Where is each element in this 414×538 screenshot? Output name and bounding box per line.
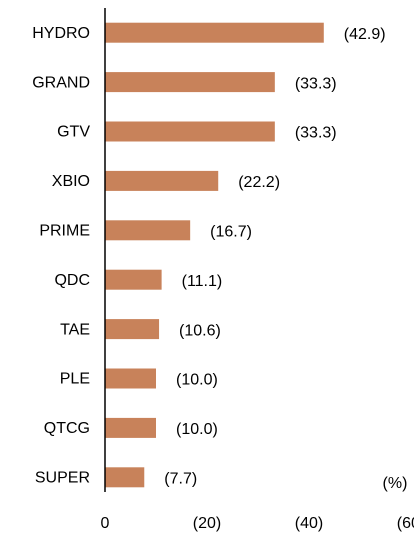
x-axis-label: (%) xyxy=(383,475,408,492)
bar xyxy=(105,417,156,438)
x-tick-label: (20) xyxy=(193,515,221,532)
value-label: (7.7) xyxy=(164,471,197,488)
value-label: (10.6) xyxy=(179,322,221,339)
value-label: (22.2) xyxy=(238,174,280,191)
y-tick-label: TAE xyxy=(60,321,90,338)
y-tick-label: QDC xyxy=(54,272,90,289)
x-tick-label: (60) xyxy=(397,515,414,532)
bar xyxy=(105,269,162,290)
value-label: (16.7) xyxy=(210,224,252,241)
bar xyxy=(105,467,145,488)
bar xyxy=(105,319,160,340)
x-tick-label: 0 xyxy=(101,515,110,532)
value-label: (11.1) xyxy=(182,273,223,290)
x-tick-label: (40) xyxy=(295,515,323,532)
value-label: (10.0) xyxy=(176,372,218,389)
y-tick-label: SUPER xyxy=(35,470,90,487)
bar xyxy=(105,220,191,241)
bar xyxy=(105,72,275,93)
bar xyxy=(105,22,324,43)
y-tick-label: PRIME xyxy=(39,223,90,240)
y-tick-label: GTV xyxy=(57,124,90,141)
value-label: (33.3) xyxy=(295,75,337,92)
value-label: (10.0) xyxy=(176,421,218,438)
bar xyxy=(105,170,219,191)
bar xyxy=(105,121,275,142)
value-label: (42.9) xyxy=(344,26,386,43)
y-tick-label: HYDRO xyxy=(32,25,90,42)
value-label: (33.3) xyxy=(295,125,337,142)
y-tick-label: QTCG xyxy=(44,420,90,437)
y-tick-label: PLE xyxy=(60,371,90,388)
y-tick-label: XBIO xyxy=(52,173,90,190)
y-tick-label: GRAND xyxy=(32,74,90,91)
bar xyxy=(105,368,156,389)
